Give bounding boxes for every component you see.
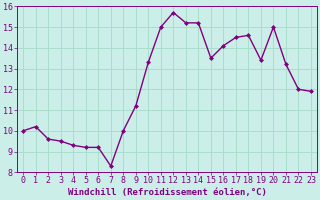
X-axis label: Windchill (Refroidissement éolien,°C): Windchill (Refroidissement éolien,°C)	[68, 188, 267, 197]
